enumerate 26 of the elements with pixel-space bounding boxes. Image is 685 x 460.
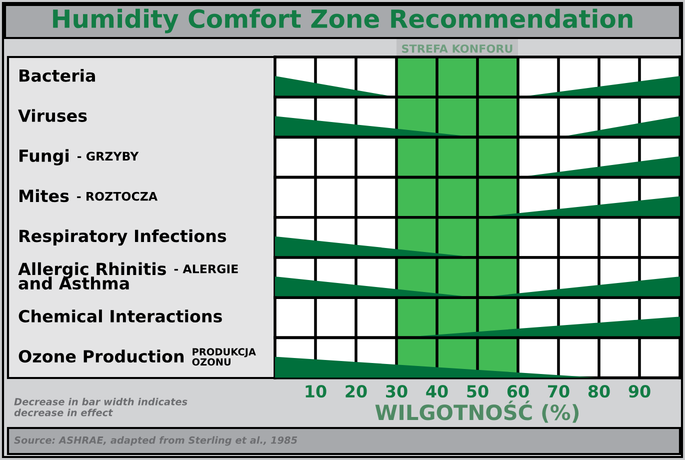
text: Decrease in bar width indicates decrease in effect (14, 398, 188, 416)
y-axis-title: Viruses (18, 109, 87, 122)
y-axis-title: Respiratory Infections (20, 229, 226, 246)
y-axis-title: Allergic Rhinitis and Asthma (18, 262, 166, 290)
band-label: STREFA KONFORU (402, 44, 512, 53)
x-tick-label: 70 (548, 385, 570, 398)
text: - ROZTOCZA (77, 192, 158, 201)
x-tick-label: 80 (588, 385, 610, 398)
x-tick-label: 10 (306, 385, 326, 398)
chart-title: Humidity Comfort Zone Recommendation (53, 8, 632, 34)
y-axis-title: Chemical Interactions (18, 310, 222, 322)
x-tick-label: 40 (426, 385, 448, 398)
x-axis-title: WILGOTNOŚĆ (%) (375, 400, 579, 423)
y-axis-title: Ozone Production (18, 350, 184, 363)
x-tick-label: 20 (346, 385, 367, 398)
x-tick-label: 50 (467, 385, 488, 398)
x-tick-label: 60 (507, 385, 529, 398)
y-axis-title: Fungi (20, 149, 69, 166)
x-tick-label: 90 (628, 385, 650, 398)
y-axis-title: Bacteria (20, 68, 95, 82)
y-axis-title: Mites (20, 189, 69, 202)
source-note: Source: ASHRAE, adapted from Sterling et al., 1985 (14, 436, 298, 446)
x-tick-label: 30 (386, 385, 408, 398)
text: - ALERGIE (174, 264, 238, 274)
text: - GRZYBY (78, 152, 139, 161)
text: PRODUKCJA OZONU (192, 348, 256, 366)
